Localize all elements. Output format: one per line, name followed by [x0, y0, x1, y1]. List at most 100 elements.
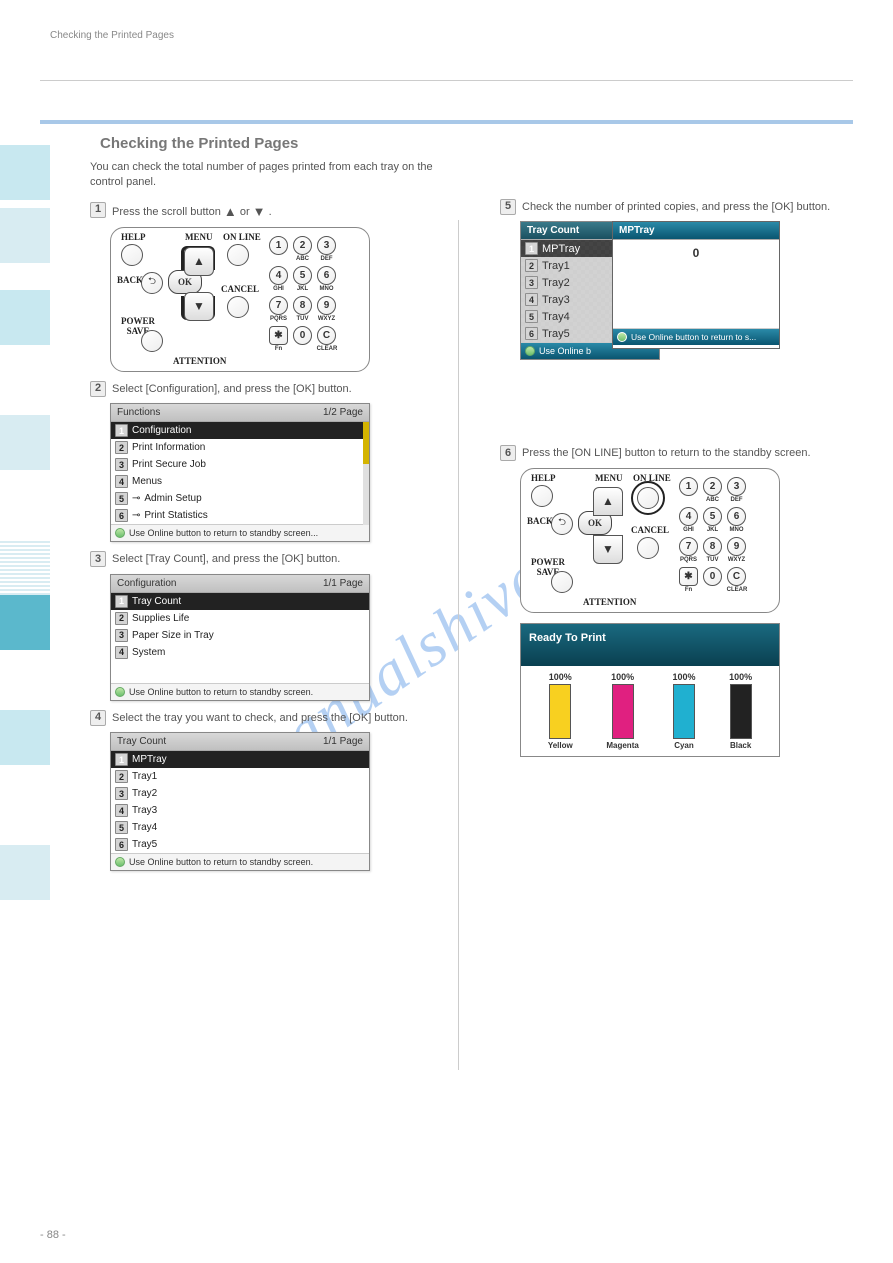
list-index: 4 — [115, 804, 128, 817]
down-button[interactable]: ▼ — [184, 292, 214, 321]
keypad-2-sub: ABC — [703, 497, 722, 503]
ink-fill — [674, 685, 694, 738]
keypad-0[interactable]: 0 — [293, 326, 312, 345]
list-label: Supplies Life — [132, 613, 189, 624]
keypad-1[interactable]: 1 — [269, 236, 288, 255]
side-tab — [0, 595, 50, 650]
keypad-2[interactable]: 2 — [293, 236, 312, 255]
powersave-button[interactable] — [141, 330, 163, 352]
lcd-configuration: Configuration1/1 Page 1Tray Count 2Suppl… — [110, 574, 370, 701]
list-index: 2 — [115, 612, 128, 625]
scrollbar-thumb[interactable] — [363, 422, 369, 463]
powersave-button[interactable] — [551, 571, 573, 593]
list-item[interactable]: 5⊸Admin Setup — [111, 490, 369, 507]
list-label: Tray5 — [132, 839, 157, 850]
list-item[interactable]: 6Tray5 — [111, 836, 369, 853]
keypad-4[interactable]: 4 — [679, 507, 698, 526]
control-panel-online-highlighted: HELP MENU ON LINE BACK ⮌ OK ▲ ▼ CANCEL P… — [520, 468, 780, 613]
keypad-fn[interactable]: ✱ — [679, 567, 698, 586]
list-index: 2 — [115, 441, 128, 454]
list-item[interactable]: 1Tray Count — [111, 593, 369, 610]
lcd-footer-text: Use Online button to return to standby s… — [129, 857, 313, 867]
cancel-label: CANCEL — [631, 525, 669, 535]
ink-name: Black — [730, 741, 751, 750]
keypad-clear[interactable]: C — [727, 567, 746, 586]
scrollbar[interactable] — [363, 422, 369, 525]
keypad-3-sub: DEF — [727, 497, 746, 503]
step-3: 3 Select [Tray Count], and press the [OK… — [90, 552, 445, 567]
back-button[interactable]: ⮌ — [141, 272, 163, 294]
side-tab — [0, 415, 50, 470]
list-item[interactable]: 4System — [111, 644, 369, 661]
keypad-clear[interactable]: C — [317, 326, 336, 345]
header-rule — [40, 80, 853, 81]
help-button[interactable] — [121, 244, 143, 266]
back-icon: ⮌ — [148, 274, 156, 291]
list-item[interactable]: 5Tray4 — [111, 819, 369, 836]
list-item[interactable]: 3Tray2 — [111, 785, 369, 802]
keypad-5[interactable]: 5 — [293, 266, 312, 285]
list-item[interactable]: 3Paper Size in Tray — [111, 627, 369, 644]
list-item[interactable]: 2Print Information — [111, 439, 369, 456]
cancel-button[interactable] — [227, 296, 249, 318]
list-label: MPTray — [542, 243, 580, 255]
list-item[interactable]: 6⊸Print Statistics — [111, 507, 369, 524]
cancel-button[interactable] — [637, 537, 659, 559]
up-button[interactable]: ▲ — [184, 247, 214, 276]
list-item[interactable]: 3Print Secure Job — [111, 456, 369, 473]
keypad-0[interactable]: 0 — [703, 567, 722, 586]
online-button[interactable] — [637, 487, 659, 509]
up-button-highlight: ▲ — [181, 246, 215, 270]
keypad-7[interactable]: 7 — [679, 537, 698, 556]
keypad-1[interactable]: 1 — [679, 477, 698, 496]
keypad-2[interactable]: 2 — [703, 477, 722, 496]
keypad-fn[interactable]: ✱ — [269, 326, 288, 345]
keypad-6[interactable]: 6 — [727, 507, 746, 526]
list-index: 1 — [115, 753, 128, 766]
keypad-8[interactable]: 8 — [293, 296, 312, 315]
page-number: - 88 - — [40, 1229, 66, 1241]
keypad-3[interactable]: 3 — [727, 477, 746, 496]
help-label: HELP — [121, 232, 146, 242]
help-button[interactable] — [531, 485, 553, 507]
keypad-9[interactable]: 9 — [727, 537, 746, 556]
key-icon: ⊸ — [132, 493, 140, 504]
keypad-4[interactable]: 4 — [269, 266, 288, 285]
online-button[interactable] — [227, 244, 249, 266]
keypad-9[interactable]: 9 — [317, 296, 336, 315]
menu-label: MENU — [595, 473, 623, 483]
list-item[interactable]: 2Tray1 — [111, 768, 369, 785]
down-arrow-icon: ▼ — [253, 203, 266, 221]
list-index: 4 — [115, 475, 128, 488]
back-button[interactable]: ⮌ — [551, 513, 573, 535]
keypad-7[interactable]: 7 — [269, 296, 288, 315]
ink-name: Cyan — [674, 741, 694, 750]
step-number: 1 — [90, 202, 106, 218]
list-index: 3 — [115, 458, 128, 471]
ink-pct: 100% — [549, 672, 572, 682]
list-index: 4 — [525, 293, 538, 306]
list-item[interactable]: 1Configuration — [111, 422, 369, 439]
step-number: 2 — [90, 381, 106, 397]
ready-title: Ready To Print — [521, 624, 779, 666]
keypad-9-sub: WXYZ — [727, 557, 746, 563]
keypad-3[interactable]: 3 — [317, 236, 336, 255]
lcd-value: 0 — [613, 240, 779, 328]
keypad-6[interactable]: 6 — [317, 266, 336, 285]
up-button[interactable]: ▲ — [593, 487, 623, 516]
lcd-footer-text: Use Online button to return to standby s… — [129, 528, 318, 538]
list-item[interactable]: 2 Supplies Life — [111, 610, 369, 627]
down-button[interactable]: ▼ — [593, 535, 623, 564]
list-label: Tray1 — [132, 771, 157, 782]
keypad-8[interactable]: 8 — [703, 537, 722, 556]
lcd-title: Functions — [117, 407, 160, 418]
lcd-footer-text: Use Online button to return to s... — [631, 332, 756, 342]
list-item[interactable]: 4Tray3 — [111, 802, 369, 819]
keypad-5[interactable]: 5 — [703, 507, 722, 526]
ink-black: 100% Black — [729, 672, 752, 750]
list-item[interactable]: 1 MPTray — [111, 751, 369, 768]
list-label: MPTray — [132, 754, 167, 765]
list-index: 6 — [525, 327, 538, 340]
step-2: 2 Select [Configuration], and press the … — [90, 382, 445, 397]
list-item[interactable]: 4Menus — [111, 473, 369, 490]
